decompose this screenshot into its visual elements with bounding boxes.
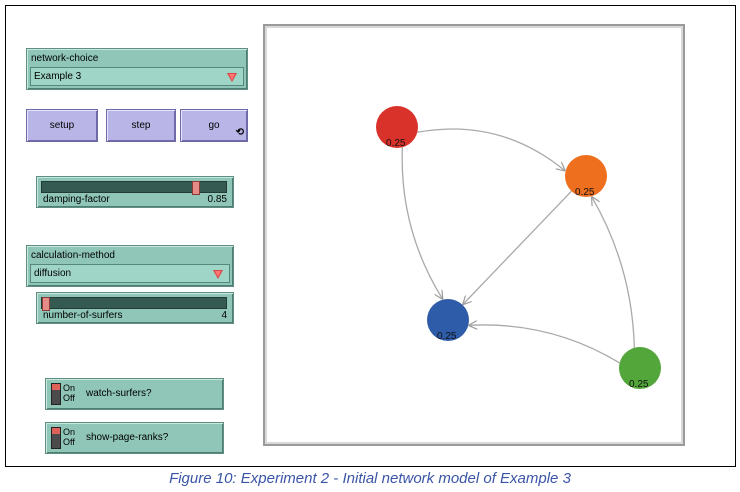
forever-arrows-icon: ⟲	[235, 127, 244, 138]
step-button[interactable]: step	[106, 109, 176, 142]
dropdown-arrow-icon	[227, 73, 237, 82]
number-of-surfers-value: 4	[221, 310, 227, 321]
link-red-to-blue	[401, 147, 442, 298]
go-label: go	[208, 120, 220, 131]
node-rank-label: 0.25	[575, 187, 595, 198]
node-orange	[565, 155, 607, 197]
setup-label: setup	[49, 120, 75, 131]
network-choice-value: Example 3	[34, 71, 82, 82]
switch-off-text: Off	[63, 437, 75, 447]
calculation-method-chooser[interactable]: calculation-method diffusion	[26, 245, 234, 287]
switch-on-text: On	[63, 383, 76, 393]
toggle-switch-icon[interactable]	[51, 383, 61, 405]
setup-button[interactable]: setup	[26, 109, 98, 142]
switch-on-text: On	[63, 427, 76, 437]
show-page-ranks-switch[interactable]: On Off show-page-ranks?	[45, 422, 224, 454]
go-button[interactable]: go ⟲	[180, 109, 248, 142]
network-choice-select[interactable]: Example 3	[30, 67, 244, 86]
number-of-surfers-label: number-of-surfers	[43, 310, 123, 321]
node-red	[376, 106, 418, 148]
show-page-ranks-label: show-page-ranks?	[86, 432, 169, 443]
switch-off-text: Off	[63, 393, 75, 403]
world-view[interactable]: 0.25 0.25 0.25 0.25	[263, 24, 685, 446]
link-green-to-orange	[592, 197, 635, 348]
link-orange-to-blue	[463, 190, 572, 304]
damping-factor-handle[interactable]	[191, 181, 200, 195]
node-rank-label: 0.25	[437, 331, 457, 342]
damping-factor-label: damping-factor	[43, 194, 110, 205]
step-label: step	[131, 120, 151, 131]
damping-factor-slider[interactable]: damping-factor 0.85	[36, 176, 234, 208]
node-rank-label: 0.25	[629, 379, 649, 390]
damping-factor-value: 0.85	[207, 194, 227, 205]
figure-caption: Figure 10: Experiment 2 - Initial networ…	[169, 470, 571, 487]
node-green	[619, 347, 661, 389]
number-of-surfers-track[interactable]	[41, 297, 227, 311]
node-rank-label: 0.25	[386, 138, 406, 149]
link-red-to-orange	[417, 128, 564, 170]
network-choice-chooser[interactable]: network-choice Example 3	[26, 48, 248, 90]
number-of-surfers-handle[interactable]	[42, 297, 50, 311]
calculation-method-value: diffusion	[34, 268, 72, 279]
calculation-method-select[interactable]: diffusion	[30, 264, 230, 283]
node-blue	[427, 299, 469, 341]
link-green-to-blue	[469, 325, 620, 364]
network-choice-label: network-choice	[31, 53, 99, 64]
number-of-surfers-slider[interactable]: number-of-surfers 4	[36, 292, 234, 324]
damping-factor-track[interactable]	[41, 181, 227, 195]
watch-surfers-switch[interactable]: On Off watch-surfers?	[45, 378, 224, 410]
network-graph: 0.25 0.25 0.25 0.25	[376, 106, 661, 390]
dropdown-arrow-icon	[213, 270, 223, 279]
toggle-switch-icon[interactable]	[51, 427, 61, 449]
watch-surfers-label: watch-surfers?	[86, 388, 152, 399]
calculation-method-label: calculation-method	[31, 250, 115, 261]
